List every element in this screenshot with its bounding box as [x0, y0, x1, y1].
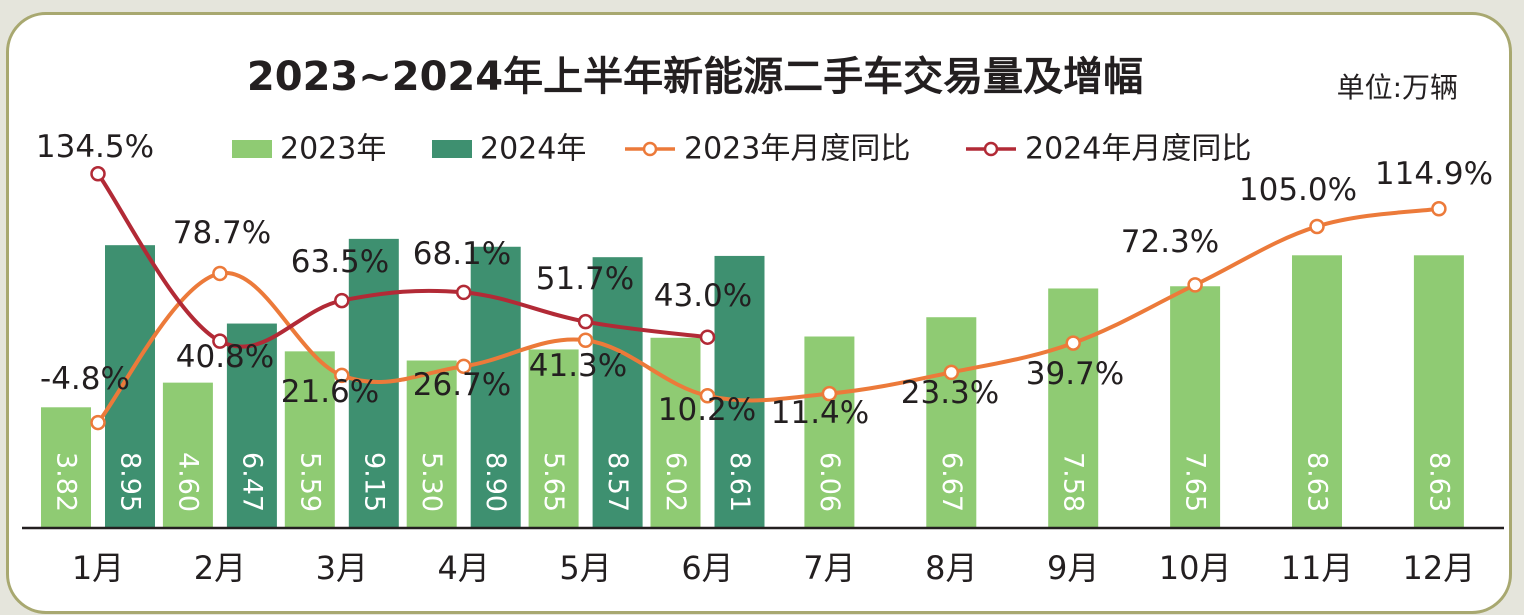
- bar-2023: [406, 360, 457, 528]
- point-2023-yoy: [821, 385, 838, 402]
- line-label-2024: 51.7%: [536, 261, 634, 297]
- bar-value-label-2024: 6.47: [236, 452, 267, 512]
- x-tick-label: 9月: [1047, 549, 1099, 587]
- bar-2023: [1170, 286, 1221, 528]
- point-2023-yoy: [455, 358, 472, 375]
- unit-label: 单位:万辆: [1336, 71, 1458, 104]
- bar-value-label-2023: 6.06: [814, 452, 845, 512]
- point-2023-yoy: [1309, 218, 1325, 235]
- line-label-2023: 21.6%: [281, 374, 379, 410]
- point-2023-yoy: [212, 265, 228, 282]
- point-2023-yoy: [699, 388, 716, 404]
- x-tick-label: 6月: [681, 549, 733, 587]
- line-label-2024: 63.5%: [291, 244, 389, 280]
- bar-2023: [284, 351, 335, 528]
- bar-2023: [41, 407, 91, 528]
- line-label-2024: 68.1%: [413, 236, 511, 272]
- x-tick-label: 11月: [1281, 549, 1354, 587]
- x-tick-label: 2月: [194, 549, 246, 587]
- line-label-2024: 134.5%: [36, 129, 154, 165]
- bar-2023: [650, 337, 701, 528]
- line-label-2024: 43.0%: [654, 278, 752, 314]
- x-tick-label: 7月: [803, 549, 855, 587]
- bar-value-label-2023: 5.30: [416, 452, 447, 512]
- line-label-2023: 105.0%: [1239, 172, 1357, 208]
- legend-swatch-2024: [432, 140, 472, 158]
- bar-value-label-2023: 3.82: [51, 452, 82, 512]
- line-label-2023: 26.7%: [413, 367, 511, 403]
- legend-label-2024: 2024年: [480, 132, 586, 167]
- bar-2024: [226, 323, 277, 528]
- bar-value-label-2024: 8.95: [115, 452, 146, 512]
- point-2023-yoy: [1187, 277, 1203, 293]
- bar-value-label-2023: 7.65: [1180, 452, 1211, 512]
- legend-marker-2023-yoy: [642, 141, 658, 157]
- bar-2023: [162, 382, 213, 528]
- chart-title: 2023~2024年上半年新能源二手车交易量及增幅: [246, 54, 1144, 100]
- bar-2024: [714, 255, 765, 528]
- bar-2023: [926, 317, 977, 528]
- bar-2023: [528, 349, 579, 528]
- point-2023-yoy: [1065, 335, 1081, 351]
- x-tick-label: 4月: [438, 549, 490, 587]
- line-label-2023: 72.3%: [1121, 224, 1219, 260]
- point-2023-yoy: [577, 332, 594, 348]
- legend-label-2024-yoy: 2024年月度同比: [1025, 132, 1251, 167]
- line-label-2023: 41.3%: [529, 348, 627, 384]
- bar-value-label-2023: 8.63: [1302, 452, 1333, 512]
- x-tick-label: 10月: [1159, 549, 1232, 587]
- legend-label-2023: 2023年: [280, 132, 386, 167]
- x-tick-label: 1月: [72, 549, 124, 587]
- line-label-2023: 10.2%: [658, 392, 756, 428]
- point-2023-yoy: [334, 367, 350, 384]
- legend-swatch-2023: [232, 140, 272, 158]
- bar-value-label-2023: 6.67: [936, 452, 967, 512]
- bar-2023: [1413, 255, 1464, 529]
- point-2024-yoy: [577, 313, 594, 330]
- bar-2024: [105, 245, 155, 528]
- bar-value-label-2023: 5.65: [538, 452, 569, 512]
- line-label-2023: 11.4%: [771, 395, 869, 431]
- bar-value-label-2023: 6.02: [660, 452, 691, 512]
- bar-value-label-2023: 8.63: [1423, 452, 1454, 512]
- line-label-2023: 114.9%: [1375, 156, 1493, 192]
- bar-value-label-2023: 7.58: [1058, 452, 1089, 512]
- bar-value-label-2023: 5.59: [294, 452, 325, 512]
- bar-2023: [1048, 288, 1099, 528]
- point-2024-yoy: [699, 329, 716, 345]
- legend-label-2023-yoy: 2023年月度同比: [684, 132, 910, 167]
- line-label-2023: 23.3%: [901, 375, 999, 411]
- bar-value-label-2023: 4.60: [172, 452, 203, 512]
- bar-value-label-2024: 8.61: [724, 452, 755, 512]
- point-2024-yoy: [334, 292, 350, 309]
- bar-value-label-2024: 8.90: [480, 452, 511, 512]
- bar-2023: [804, 336, 855, 528]
- bar-2023: [1292, 255, 1342, 529]
- x-tick-label: 8月: [925, 549, 977, 587]
- line-label-2023: 78.7%: [173, 215, 271, 251]
- point-2023-yoy: [943, 364, 960, 381]
- point-2023-yoy: [90, 414, 106, 431]
- x-tick-label: 12月: [1403, 549, 1476, 587]
- bar-2024: [592, 257, 643, 528]
- x-tick-label: 3月: [316, 549, 368, 587]
- point-2024-yoy: [212, 333, 228, 349]
- legend-marker-2024-yoy: [983, 141, 999, 157]
- line-label-2023: 39.7%: [1026, 356, 1124, 392]
- point-2024-yoy: [455, 284, 472, 301]
- point-2023-yoy: [1431, 201, 1447, 217]
- x-tick-label: 5月: [559, 549, 611, 587]
- line-label-2023: -4.8%: [40, 361, 130, 397]
- bar-value-label-2024: 8.57: [602, 452, 633, 512]
- point-2024-yoy: [90, 166, 106, 182]
- bar-value-label-2024: 9.15: [358, 452, 389, 512]
- line-label-2024: 40.8%: [176, 339, 274, 375]
